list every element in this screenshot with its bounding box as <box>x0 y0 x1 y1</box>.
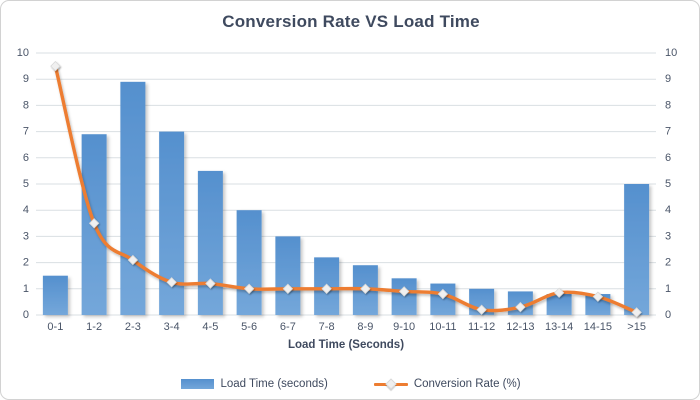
line-series <box>50 60 642 318</box>
chart-title: Conversion Rate VS Load Time <box>222 12 480 31</box>
y-tick-label-right: 10 <box>665 47 677 59</box>
x-tick-label: 7-8 <box>319 321 335 333</box>
diamond-marker-icon <box>385 377 397 390</box>
bar <box>159 131 185 315</box>
y-axis-left: 0 1 2 3 4 5 6 7 8 9 10 <box>17 47 29 321</box>
x-tick-label: 1-2 <box>86 321 102 333</box>
y-tick-label-left: 4 <box>23 204 29 216</box>
x-tick-label: 10-11 <box>429 321 456 333</box>
x-axis-title: Load Time (Seconds) <box>287 339 405 351</box>
y-tick-label-left: 5 <box>23 178 29 190</box>
y-tick-label-left: 10 <box>17 47 29 59</box>
x-tick-label: 6-7 <box>280 321 296 333</box>
bar <box>391 278 417 315</box>
legend-item-load-time: Load Time (seconds) <box>181 378 328 390</box>
y-tick-label-left: 6 <box>23 152 29 164</box>
x-tick-label: 0-1 <box>47 321 63 333</box>
y-axis-right: 0 1 2 3 4 5 6 7 8 9 10 <box>665 47 677 321</box>
line-marker <box>592 291 604 302</box>
x-tick-label: 3-4 <box>164 321 180 333</box>
bar <box>197 170 223 315</box>
plot-area: 0 1 2 3 4 5 6 7 8 9 10 0 1 2 3 4 5 6 7 8 9 10 0-1 1-2 2-3 3-4 4-… <box>17 47 678 333</box>
y-tick-label-right: 2 <box>665 257 671 269</box>
y-tick-label-right: 6 <box>665 152 671 164</box>
x-axis: 0-1 1-2 2-3 3-4 4-5 5-6 6-7 7-8 8-9 9-10 10-11 11-1… <box>47 321 646 333</box>
bar <box>236 210 262 315</box>
y-tick-label-left: 2 <box>23 257 29 269</box>
legend: Load Time (seconds) Conversion Rate (%) <box>1 375 699 393</box>
bar-swatch-icon <box>181 379 215 389</box>
y-tick-label-right: 0 <box>665 309 671 321</box>
legend-item-conversion-rate: Conversion Rate (%) <box>373 377 521 390</box>
bar <box>430 283 456 315</box>
line-marker <box>205 278 216 289</box>
bar <box>275 236 301 315</box>
line-marker <box>437 288 449 300</box>
y-tick-label-right: 4 <box>665 204 671 216</box>
line-marker <box>88 218 100 229</box>
line-marker <box>398 286 410 297</box>
line-marker <box>321 283 332 294</box>
line-swatch-icon <box>373 377 408 390</box>
line-marker <box>476 304 487 315</box>
x-tick-label: 11-12 <box>468 321 495 333</box>
x-tick-label: 2-3 <box>125 321 141 333</box>
x-tick-label: 8-9 <box>357 321 373 333</box>
x-tick-label: 14-15 <box>584 321 612 333</box>
line-marker <box>127 254 139 266</box>
y-tick-label-right: 7 <box>665 126 671 138</box>
line-marker <box>553 287 565 298</box>
line-marker <box>166 277 177 288</box>
legend-label: Load Time (seconds) <box>220 378 328 390</box>
line-marker <box>631 307 642 318</box>
x-tick-label: >15 <box>627 321 646 333</box>
bar <box>624 184 650 315</box>
line-marker <box>360 283 371 294</box>
y-tick-label-left: 3 <box>23 230 29 242</box>
legend-label: Conversion Rate (%) <box>413 378 521 390</box>
y-tick-label-left: 0 <box>23 309 29 321</box>
bar <box>546 294 572 315</box>
x-tick-label: 13-14 <box>545 321 573 333</box>
bar <box>120 81 146 315</box>
x-tick-label: 12-13 <box>506 321 534 333</box>
line-marker <box>243 283 255 294</box>
y-tick-label-left: 9 <box>23 73 29 85</box>
x-tick-label: 4-5 <box>202 321 218 333</box>
x-tick-label: 5-6 <box>241 321 257 333</box>
y-tick-label-left: 7 <box>23 126 29 138</box>
y-tick-label-right: 9 <box>665 73 671 85</box>
line-marker <box>50 60 61 72</box>
bar <box>42 275 68 315</box>
y-tick-label-right: 3 <box>665 230 671 242</box>
bar-series <box>42 81 650 315</box>
y-tick-label-right: 5 <box>665 178 671 190</box>
y-tick-label-right: 8 <box>665 99 671 111</box>
line-marker <box>282 283 294 294</box>
y-tick-label-left: 8 <box>23 99 29 111</box>
x-tick-label: 9-10 <box>393 321 415 333</box>
y-tick-label-right: 1 <box>665 283 671 295</box>
line-marker <box>515 301 526 313</box>
y-tick-label-left: 1 <box>23 283 29 295</box>
